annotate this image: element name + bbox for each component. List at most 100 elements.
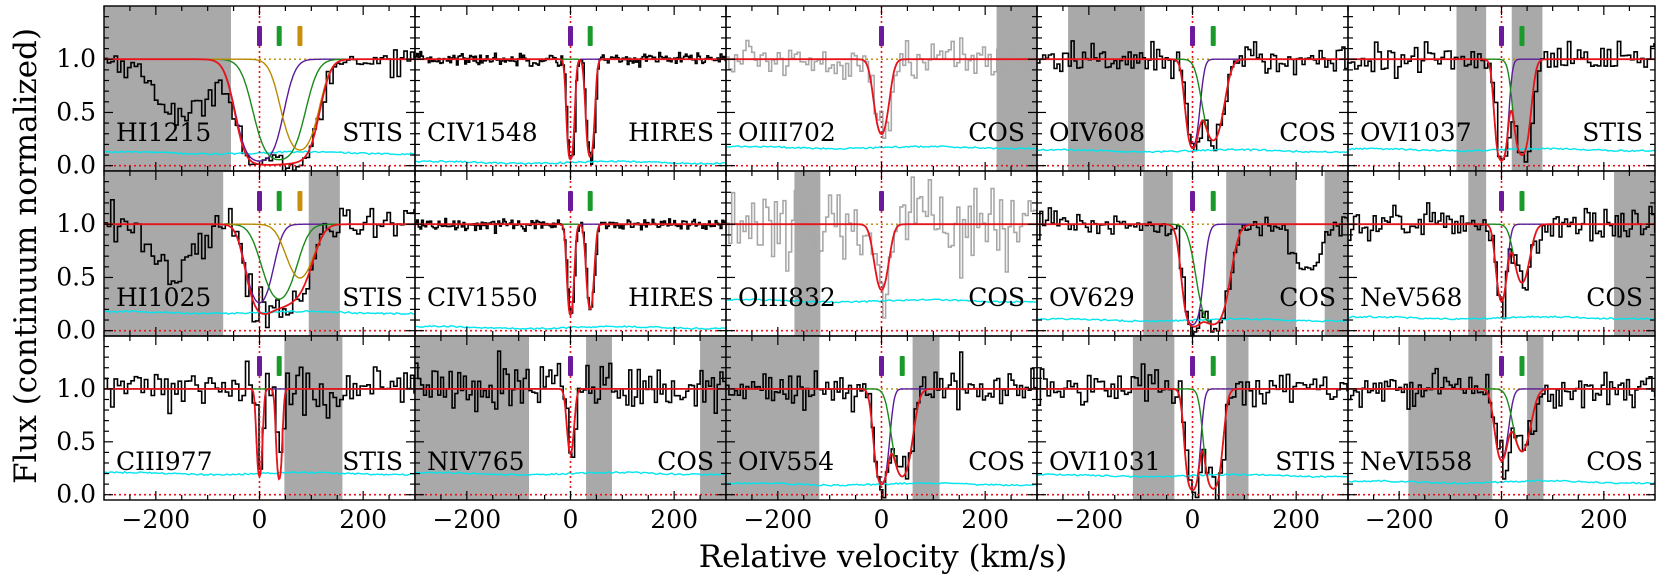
panel-plot-area	[1037, 171, 1348, 336]
panel-ciii977: CIII977 STIS 0.0 0.5 1.0 −200 0 200	[56, 335, 416, 534]
model-total	[726, 58, 1037, 136]
panel-oiii702: OIII702 COS	[725, 5, 1038, 172]
panel-instrument-label: COS	[657, 447, 714, 476]
panel-plot-area	[1037, 336, 1348, 500]
component-marker	[1190, 356, 1195, 376]
panel-nevi558: NeVI558 COS −200 0 200	[1347, 335, 1656, 534]
panel-ion-label: OVI1031	[1049, 447, 1161, 476]
panel-ion-label: HI1025	[116, 283, 211, 312]
panel-plot-area	[1348, 336, 1655, 500]
component-marker	[276, 191, 282, 211]
panel-hi1025: HI1025 STIS 0.0 0.5 1.0	[56, 170, 416, 345]
panel-ion-label: OV629	[1049, 283, 1135, 312]
y-tick-label: 0.0	[56, 151, 96, 180]
mask-region	[104, 171, 224, 336]
x-tick-label: 0	[1185, 505, 1201, 534]
panel-instrument-label: HIRES	[628, 118, 714, 147]
error-spectrum	[1037, 473, 1348, 479]
model-total	[1037, 223, 1348, 328]
model-total	[726, 388, 1037, 486]
mask-region	[1226, 171, 1297, 336]
y-tick-label: 0.5	[56, 262, 96, 291]
mask-region	[284, 336, 343, 500]
model-total	[726, 223, 1037, 291]
component-marker	[1499, 26, 1504, 46]
panel-instrument-label: COS	[1586, 447, 1643, 476]
mask-region	[1614, 171, 1655, 336]
panel-ion-label: CIII977	[116, 447, 212, 476]
panel-plot-area	[1348, 171, 1655, 336]
x-tick-label: −200	[432, 505, 501, 534]
panel-ov629: OV629 COS	[1036, 170, 1349, 337]
x-tick-label: 200	[339, 505, 387, 534]
component-marker	[297, 191, 303, 211]
x-tick-label: 200	[650, 505, 698, 534]
error-spectrum	[1037, 317, 1348, 323]
y-tick-label: 0.0	[56, 480, 96, 509]
y-tick-label: 1.0	[56, 44, 96, 73]
component-marker	[1519, 191, 1525, 211]
component-marker	[1210, 191, 1216, 211]
component-marker	[1499, 191, 1504, 211]
panel-ion-label: NIV765	[427, 447, 525, 476]
mask-region	[586, 336, 612, 500]
panel-plot-area	[1348, 6, 1655, 171]
model-total	[415, 223, 726, 317]
model-total	[104, 223, 415, 315]
panel-ion-label: CIV1550	[427, 283, 538, 312]
component-marker	[1210, 356, 1216, 376]
component-marker	[587, 191, 593, 211]
panel-hi1215: HI1215 STIS 0.0 0.5 1.0	[56, 5, 416, 180]
panel-instrument-label: STIS	[1275, 447, 1336, 476]
mask-region	[1068, 6, 1145, 171]
component-marker	[568, 356, 573, 376]
x-tick-label: 0	[252, 505, 268, 534]
error-spectrum	[726, 298, 1037, 304]
mask-region	[104, 6, 231, 171]
error-spectrum	[415, 470, 726, 477]
panel-ion-label: NeVI558	[1360, 447, 1472, 476]
panel-instrument-label: STIS	[342, 447, 403, 476]
panel-instrument-label: COS	[968, 447, 1025, 476]
mask-region	[1143, 171, 1173, 336]
y-tick-label: 1.0	[56, 374, 96, 403]
component-marker	[879, 356, 884, 376]
data-spectrum	[1037, 363, 1348, 500]
panel-instrument-label: COS	[968, 118, 1025, 147]
panel-plot-area	[726, 171, 1037, 336]
panel-instrument-label: COS	[1279, 118, 1336, 147]
model-total	[1037, 388, 1348, 492]
mask-region	[1324, 171, 1348, 336]
panel-niv765: NIV765 COS −200 0 200	[414, 335, 727, 534]
panel-ion-label: OIV608	[1049, 118, 1145, 147]
component-marker	[568, 191, 573, 211]
model-total	[1037, 58, 1348, 150]
y-tick-label: 0.5	[56, 427, 96, 456]
data-spectrum	[726, 351, 1037, 499]
panel-plot-area	[726, 6, 1037, 171]
panel-plot-area	[104, 171, 415, 336]
mask-region	[1527, 336, 1544, 500]
panel-ion-label: NeV568	[1360, 283, 1462, 312]
x-tick-label: 200	[1580, 505, 1628, 534]
panel-plot-area	[104, 6, 415, 171]
mask-region	[700, 336, 726, 500]
x-tick-label: −200	[1054, 505, 1123, 534]
mask-region	[1468, 171, 1487, 336]
x-tick-label: 0	[1494, 505, 1510, 534]
component-marker	[1190, 191, 1195, 211]
panel-oiii832: OIII832 COS	[725, 170, 1038, 337]
component-marker	[568, 26, 573, 46]
error-spectrum	[1348, 147, 1655, 153]
y-tick-label: 1.0	[56, 209, 96, 238]
x-tick-label: −200	[121, 505, 190, 534]
panel-civ1550: CIV1550 HIRES	[414, 170, 727, 337]
x-tick-label: 200	[1272, 505, 1320, 534]
x-tick-label: 0	[563, 505, 579, 534]
component-marker	[899, 356, 905, 376]
panel-ion-label: HI1215	[116, 118, 211, 147]
component-marker	[257, 356, 262, 376]
mask-region	[912, 336, 940, 500]
mask-region	[794, 171, 821, 336]
